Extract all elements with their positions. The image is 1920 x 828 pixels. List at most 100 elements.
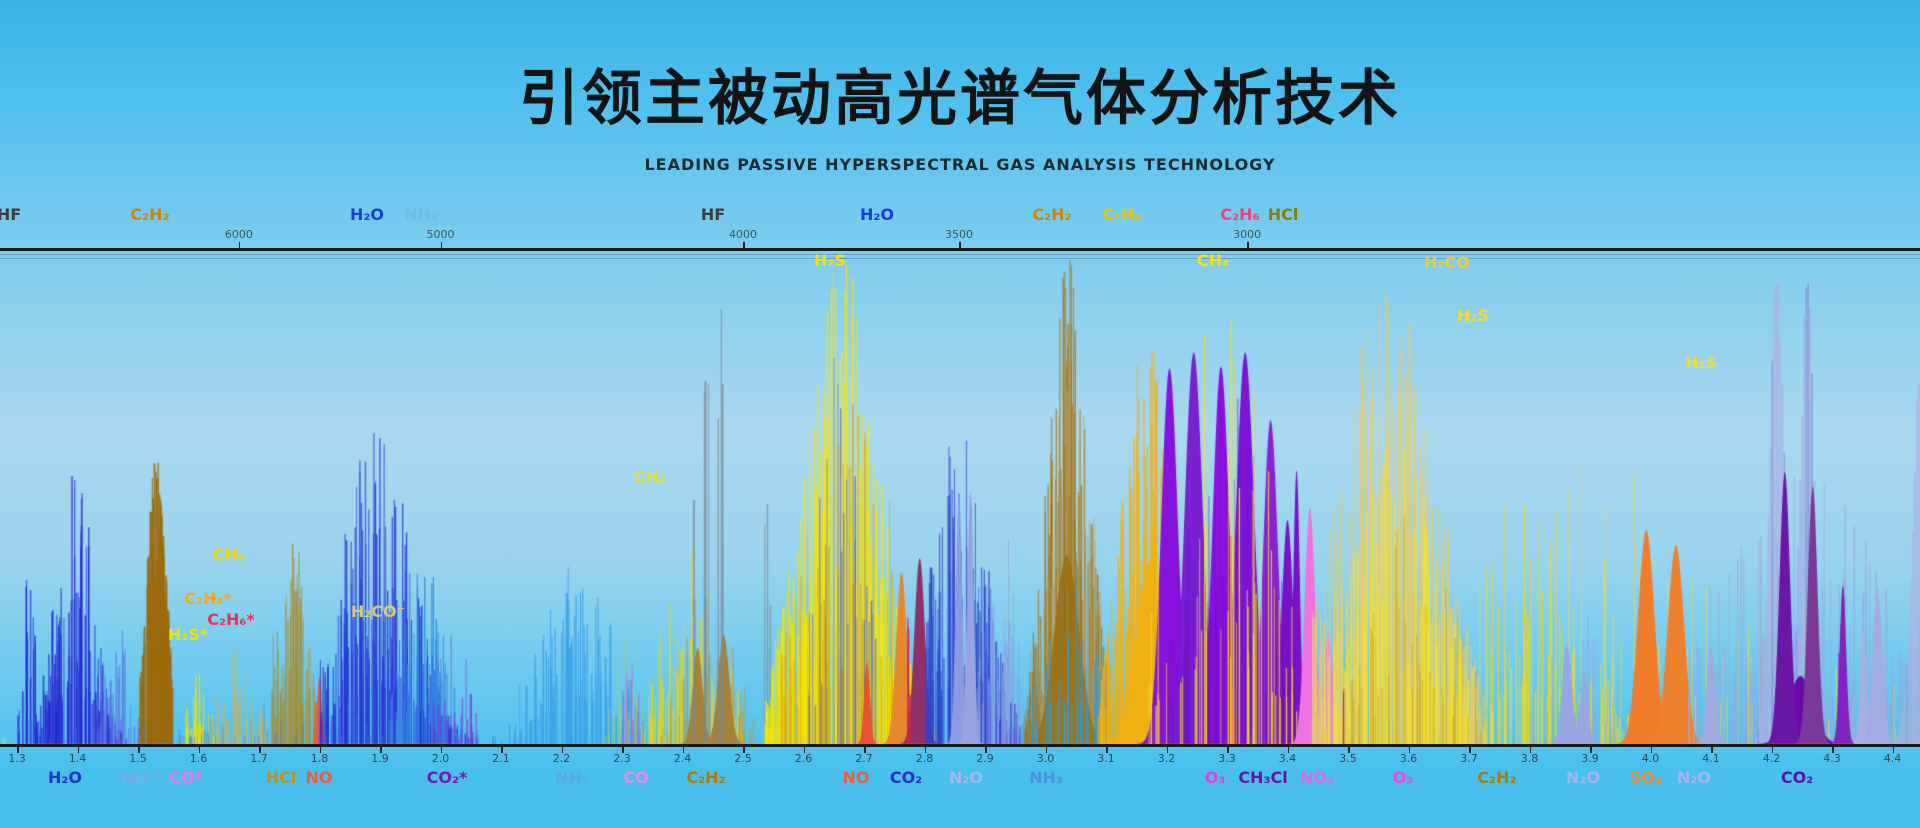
gas-label: NH₃ xyxy=(1029,768,1063,787)
top-axis-line xyxy=(0,248,1920,251)
top-axis-shadow-line-1 xyxy=(0,254,1920,255)
bottom-tick-label: 1.6 xyxy=(189,752,208,765)
gas-label: NO₂ xyxy=(1300,768,1334,787)
bottom-tick-label: 3.2 xyxy=(1157,752,1176,765)
bottom-tick-mark xyxy=(1650,746,1652,753)
bottom-tick-label: 3.8 xyxy=(1520,752,1539,765)
top-tick-label: 4000 xyxy=(729,228,757,241)
gas-label: CH₄ xyxy=(212,545,246,564)
bottom-tick-label: 4.1 xyxy=(1702,752,1720,765)
bottom-tick-mark xyxy=(1590,746,1592,753)
bottom-tick-mark xyxy=(1287,746,1289,753)
gas-label: H₂CO xyxy=(1424,253,1470,272)
gas-label: SO₂ xyxy=(1629,768,1663,787)
bottom-tick-label: 4.3 xyxy=(1823,752,1841,765)
gas-label: CO* xyxy=(169,768,203,787)
gas-label: H₂S* xyxy=(167,625,209,644)
gas-label: CO₂* xyxy=(426,768,468,787)
gas-label: O₃ xyxy=(1204,768,1226,787)
bottom-tick-mark xyxy=(1892,746,1894,753)
gas-label: HF xyxy=(700,205,726,224)
gas-label: NH₃ xyxy=(404,205,438,224)
bottom-tick-label: 2.7 xyxy=(855,752,873,765)
bottom-tick-label: 1.5 xyxy=(129,752,147,765)
bottom-tick-mark xyxy=(924,746,926,753)
gas-label: NO xyxy=(305,768,333,787)
bottom-tick-label: 1.9 xyxy=(371,752,389,765)
bottom-tick-mark xyxy=(138,746,140,753)
bottom-tick-label: 2.8 xyxy=(915,752,934,765)
bottom-tick-mark xyxy=(682,746,684,753)
gas-label: N₂O xyxy=(949,768,983,787)
bottom-tick-label: 3.6 xyxy=(1399,752,1418,765)
top-tick-mark xyxy=(440,242,442,249)
gas-label: HCl xyxy=(265,768,297,787)
bottom-tick-mark xyxy=(17,746,19,753)
gas-label: CO xyxy=(623,768,649,787)
gas-label: NH₃* xyxy=(120,768,164,787)
gas-label: H₂O xyxy=(860,205,894,224)
bottom-tick-label: 2.4 xyxy=(673,752,692,765)
top-tick-label: 3000 xyxy=(1233,228,1262,241)
bottom-tick-mark xyxy=(319,746,321,753)
gas-label: C₂H₄* xyxy=(184,589,232,608)
gas-label: O₃ xyxy=(1392,768,1414,787)
bottom-tick-label: 2.1 xyxy=(492,752,510,765)
bottom-tick-label: 2.0 xyxy=(431,752,450,765)
gas-label: NO xyxy=(842,768,870,787)
bottom-tick-label: 2.6 xyxy=(794,752,813,765)
gas-label: C₂H₂ xyxy=(1032,205,1072,224)
gas-label: CH₃Cl xyxy=(1238,768,1288,787)
gas-label: CO₂ xyxy=(1780,768,1814,787)
top-tick-mark xyxy=(1247,242,1249,249)
page-subtitle: LEADING PASSIVE HYPERSPECTRAL GAS ANALYS… xyxy=(644,155,1276,174)
bottom-tick-mark xyxy=(1045,746,1047,753)
gas-label: C₂H₄ xyxy=(1102,205,1142,224)
bottom-tick-label: 3.5 xyxy=(1339,752,1357,765)
bottom-tick-label: 1.8 xyxy=(310,752,329,765)
bottom-tick-mark xyxy=(743,746,745,753)
bottom-tick-mark xyxy=(1832,746,1834,753)
top-axis-shadow-line-2 xyxy=(0,258,1920,259)
bottom-tick-mark xyxy=(1771,746,1773,753)
top-tick-mark xyxy=(959,242,961,249)
gas-label: H₂O xyxy=(350,205,384,224)
bottom-tick-mark xyxy=(1227,746,1229,753)
gas-label: HCl xyxy=(1267,205,1299,224)
bottom-tick-label: 3.4 xyxy=(1278,752,1297,765)
bottom-tick-label: 1.3 xyxy=(8,752,26,765)
gas-label: N₂O xyxy=(1566,768,1600,787)
gas-label: CH₄ xyxy=(1196,251,1230,270)
bottom-tick-mark xyxy=(501,746,503,753)
top-tick-label: 3500 xyxy=(945,228,974,241)
bottom-tick-label: 1.4 xyxy=(68,752,87,765)
bottom-tick-mark xyxy=(803,746,805,753)
bottom-tick-mark xyxy=(380,746,382,753)
bottom-tick-label: 3.9 xyxy=(1581,752,1599,765)
top-tick-label: 6000 xyxy=(224,228,253,241)
bottom-tick-mark xyxy=(1106,746,1108,753)
bottom-tick-mark xyxy=(77,746,79,753)
gas-label: CH₄ xyxy=(633,468,667,487)
gas-label: H₂CO⁺ xyxy=(350,602,406,621)
bottom-tick-mark xyxy=(985,746,987,753)
gas-label: H₂S xyxy=(1457,306,1489,325)
bottom-tick-label: 2.2 xyxy=(552,752,571,765)
bottom-tick-mark xyxy=(259,746,261,753)
bottom-tick-label: 3.7 xyxy=(1460,752,1478,765)
gas-label: H₂S xyxy=(814,251,846,270)
bottom-tick-mark xyxy=(1529,746,1531,753)
bottom-tick-mark xyxy=(1348,746,1350,753)
bottom-tick-label: 1.7 xyxy=(250,752,268,765)
gas-label: C₂H₂ xyxy=(686,768,726,787)
bottom-tick-mark xyxy=(1166,746,1168,753)
bottom-tick-label: 2.5 xyxy=(734,752,752,765)
bottom-tick-label: 4.4 xyxy=(1883,752,1902,765)
top-tick-mark xyxy=(238,242,241,249)
bottom-tick-label: 3.1 xyxy=(1097,752,1115,765)
gas-label: H₂S xyxy=(1685,353,1717,372)
bottom-tick-label: 3.0 xyxy=(1036,752,1055,765)
bottom-tick-mark xyxy=(198,746,200,753)
